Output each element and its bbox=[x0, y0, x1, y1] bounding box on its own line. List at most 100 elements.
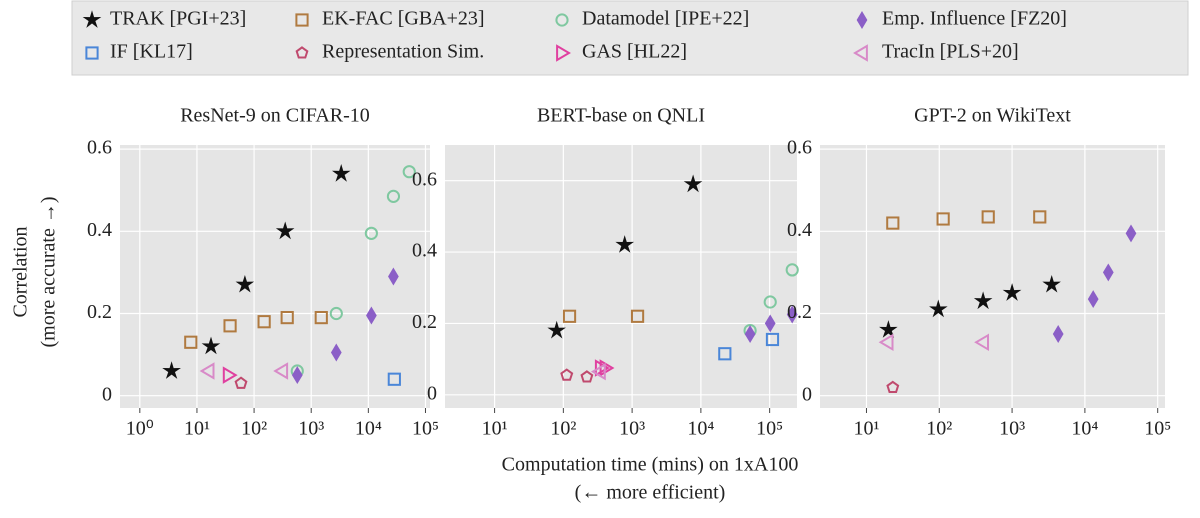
point bbox=[273, 362, 289, 380]
legend-marker bbox=[295, 46, 309, 59]
point bbox=[402, 165, 416, 179]
legend-label: TRAK [PGI+23] bbox=[110, 8, 246, 30]
legend-marker bbox=[853, 44, 868, 62]
point bbox=[1087, 290, 1099, 309]
point bbox=[222, 366, 238, 384]
point bbox=[683, 174, 703, 193]
y-tick-label: 0 bbox=[802, 383, 812, 405]
point bbox=[280, 310, 294, 325]
point bbox=[1042, 274, 1061, 293]
point bbox=[291, 366, 303, 385]
legend-label: GAS [HL22] bbox=[582, 41, 687, 63]
point bbox=[981, 210, 995, 224]
point bbox=[387, 372, 401, 386]
x-tick-label: 10⁰ bbox=[126, 418, 154, 440]
point bbox=[764, 314, 776, 333]
point bbox=[329, 306, 343, 321]
point bbox=[275, 221, 295, 240]
point bbox=[184, 335, 198, 349]
x-tick-label: 10⁴ bbox=[1071, 418, 1098, 440]
point bbox=[590, 362, 606, 381]
chart-title: GPT-2 on WikiText bbox=[914, 105, 1071, 127]
y-tick-label: 0.6 bbox=[412, 168, 437, 190]
point bbox=[878, 333, 894, 352]
x-tick-label: 10⁵ bbox=[412, 418, 439, 440]
plot-area bbox=[445, 145, 797, 408]
y-tick-label: 0.6 bbox=[87, 137, 112, 159]
x-tick-label: 10¹ bbox=[853, 418, 879, 440]
point bbox=[879, 320, 898, 338]
point bbox=[615, 235, 635, 253]
point bbox=[630, 309, 645, 323]
point bbox=[562, 309, 577, 323]
y-axis-label: Correlation bbox=[10, 226, 32, 317]
x-tick-label: 10⁴ bbox=[687, 418, 714, 440]
x-tick-label: 10⁵ bbox=[1144, 418, 1171, 440]
x-axis-label: Computation time (mins) on 1xA100 bbox=[502, 454, 799, 476]
legend-marker bbox=[555, 13, 569, 27]
point bbox=[162, 361, 181, 379]
x-tick-label: 10² bbox=[550, 418, 576, 440]
plot-area bbox=[820, 145, 1165, 408]
x-tick-label: 10³ bbox=[999, 418, 1025, 440]
legend-marker bbox=[295, 13, 309, 27]
point bbox=[580, 370, 594, 383]
point bbox=[234, 376, 248, 389]
point bbox=[386, 189, 401, 203]
y-tick-label: 0.6 bbox=[787, 137, 812, 159]
point bbox=[974, 333, 989, 352]
point bbox=[330, 343, 342, 362]
point bbox=[560, 368, 574, 381]
x-tick-label: 10² bbox=[926, 418, 952, 440]
point bbox=[973, 291, 993, 310]
point bbox=[199, 362, 215, 380]
y-tick-label: 0.2 bbox=[87, 301, 112, 323]
point bbox=[1102, 263, 1114, 282]
point bbox=[223, 319, 237, 333]
point bbox=[1125, 224, 1137, 243]
legend-marker bbox=[856, 11, 868, 29]
point bbox=[1033, 210, 1047, 224]
y-tick-label: 0 bbox=[102, 383, 112, 405]
legend-label: TracIn [PLS+20] bbox=[882, 41, 1019, 63]
point bbox=[366, 306, 377, 325]
chart-title: ResNet-9 on CIFAR-10 bbox=[180, 105, 370, 127]
point bbox=[929, 299, 948, 318]
y-axis-label: (more accurate →) bbox=[38, 196, 60, 347]
legend-label: Datamodel [IPE+22] bbox=[582, 8, 749, 30]
legend-marker bbox=[85, 46, 99, 60]
y-tick-label: 0.4 bbox=[87, 219, 112, 241]
point bbox=[594, 359, 610, 377]
y-tick-label: 0.4 bbox=[787, 219, 812, 241]
point bbox=[1002, 283, 1022, 301]
legend-marker bbox=[556, 44, 571, 62]
y-tick-label: 0.2 bbox=[412, 311, 437, 333]
x-axis-label: (← more efficient) bbox=[575, 482, 726, 504]
point bbox=[388, 267, 399, 286]
y-tick-label: 0.2 bbox=[787, 301, 812, 323]
point bbox=[786, 305, 798, 324]
point bbox=[936, 212, 950, 226]
x-tick-label: 10¹ bbox=[184, 418, 210, 440]
point bbox=[314, 310, 328, 325]
legend-label: Representation Sim. bbox=[322, 41, 484, 63]
chart-title: BERT-base on QNLI bbox=[537, 105, 705, 127]
legend-label: Emp. Influence [FZ20] bbox=[882, 8, 1067, 30]
point bbox=[1052, 325, 1064, 343]
x-tick-label: 10¹ bbox=[482, 418, 508, 440]
point bbox=[886, 216, 900, 230]
x-tick-label: 10⁵ bbox=[756, 418, 783, 440]
point bbox=[331, 163, 351, 182]
legend-label: IF [KL17] bbox=[110, 41, 193, 63]
y-tick-label: 0.4 bbox=[412, 240, 437, 262]
legend-box bbox=[71, 0, 1189, 76]
point bbox=[744, 325, 756, 344]
point bbox=[785, 263, 799, 277]
x-tick-label: 10⁴ bbox=[355, 418, 382, 440]
point bbox=[763, 295, 777, 309]
legend-label: EK-FAC [GBA+23] bbox=[322, 8, 485, 30]
x-tick-label: 10³ bbox=[298, 418, 324, 440]
x-tick-label: 10³ bbox=[619, 418, 645, 440]
y-tick-label: 0 bbox=[427, 382, 437, 404]
